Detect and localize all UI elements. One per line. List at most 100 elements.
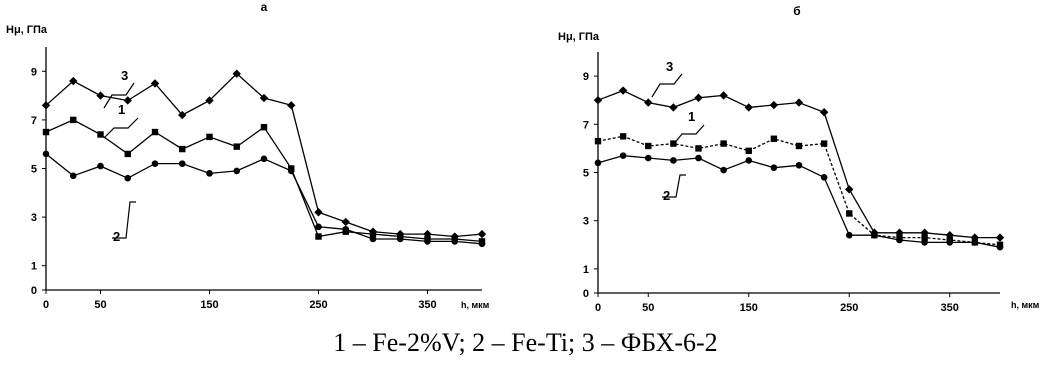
- data-point: [845, 231, 853, 239]
- data-point: [670, 140, 677, 147]
- y-tick-label: 5: [583, 168, 589, 180]
- curve-label: 2: [663, 188, 670, 203]
- data-point: [695, 154, 702, 162]
- y-tick-label: 3: [583, 216, 589, 228]
- x-tick-label: 50: [94, 299, 106, 311]
- data-point: [97, 162, 104, 170]
- data-point: [315, 233, 322, 240]
- curve-label: 3: [121, 68, 128, 83]
- curve-leader-line: [112, 201, 136, 239]
- series-3: [593, 86, 1005, 242]
- data-point: [946, 239, 954, 246]
- data-point: [820, 174, 828, 181]
- panel-title: а: [261, 0, 268, 14]
- data-point: [151, 160, 159, 167]
- data-point: [745, 147, 752, 155]
- data-point: [845, 185, 854, 194]
- data-point: [871, 231, 878, 239]
- data-point: [150, 79, 160, 88]
- curve-leader-line: [103, 117, 139, 139]
- data-point: [770, 164, 778, 171]
- data-point: [695, 145, 702, 152]
- data-point: [971, 239, 979, 246]
- panel-a: а Hμ, ГПа h, мкм 0 1 3 5 7 9 0 50 150 250 350 3 1 2: [6, 0, 490, 311]
- x-tick-label: 250: [840, 302, 858, 314]
- data-point: [69, 172, 77, 180]
- curve-leader-line: [103, 82, 135, 109]
- curve-label: 1: [118, 102, 125, 117]
- data-point: [233, 143, 240, 150]
- panel-b: б Hμ, ГПа h, мкм 0 1 3 5 7 9 0 50 150 250 350 3 1 2: [558, 4, 1040, 314]
- y-tick-label: 5: [31, 164, 37, 176]
- data-point: [314, 208, 323, 217]
- y-axis-label: Hμ, ГПа: [6, 24, 48, 36]
- data-point: [315, 223, 322, 231]
- data-point: [478, 240, 486, 248]
- x-axis-label: h, мкм: [461, 300, 490, 310]
- x-tick-label: 350: [418, 299, 436, 311]
- panel-title: б: [793, 4, 800, 18]
- data-point: [369, 235, 377, 243]
- data-point: [396, 235, 404, 243]
- curve-leader-line: [651, 73, 683, 98]
- data-point: [619, 133, 627, 140]
- data-point: [846, 210, 853, 217]
- x-tick-label: 0: [43, 299, 49, 311]
- data-point: [42, 128, 50, 136]
- data-point: [921, 234, 928, 241]
- data-point: [260, 155, 268, 163]
- y-axis-label: Hμ, ГПа: [558, 31, 600, 43]
- data-point: [369, 230, 377, 238]
- data-point: [644, 98, 653, 107]
- curve-leader-line: [672, 124, 705, 146]
- data-point: [995, 233, 1005, 242]
- series-2: [42, 150, 486, 248]
- y-tick-label: 1: [31, 261, 37, 273]
- data-point: [206, 133, 213, 141]
- series-line: [45, 119, 483, 243]
- data-point: [619, 152, 627, 159]
- data-point: [233, 167, 241, 175]
- curve-label: 3: [666, 59, 673, 74]
- data-point: [151, 128, 159, 136]
- data-point: [719, 91, 728, 100]
- y-tick-label: 1: [583, 264, 589, 276]
- data-point: [694, 93, 703, 102]
- data-point: [644, 154, 652, 162]
- series-1: [42, 116, 486, 245]
- data-point: [795, 161, 803, 169]
- data-point: [70, 116, 77, 124]
- series-line: [597, 154, 1001, 248]
- series-3: [41, 69, 487, 241]
- x-axis-label: h, мкм: [1011, 300, 1040, 310]
- data-point: [179, 145, 186, 153]
- data-point: [42, 150, 50, 158]
- x-tick-label: 250: [309, 299, 327, 311]
- data-point: [424, 238, 431, 245]
- data-point: [287, 101, 296, 110]
- data-point: [593, 96, 603, 105]
- data-point: [669, 103, 678, 112]
- data-point: [124, 174, 132, 182]
- data-point: [819, 108, 829, 117]
- data-point: [259, 93, 269, 103]
- series-line: [45, 153, 483, 245]
- data-point: [41, 101, 51, 110]
- data-point: [618, 86, 628, 95]
- series-2: [594, 152, 1004, 251]
- x-tick-label: 150: [740, 302, 758, 314]
- data-point: [232, 69, 241, 78]
- x-tick-label: 150: [200, 299, 218, 311]
- data-point: [770, 135, 778, 142]
- data-point: [794, 98, 804, 107]
- data-point: [769, 100, 779, 110]
- data-point: [744, 103, 753, 112]
- series-line: [597, 135, 1001, 246]
- data-point: [795, 142, 803, 150]
- x-tick-label: 0: [595, 302, 601, 314]
- data-point: [206, 170, 213, 177]
- data-point: [921, 239, 928, 246]
- y-tick-label: 0: [31, 285, 37, 297]
- data-point: [205, 96, 214, 105]
- y-tick-label: 7: [583, 119, 589, 131]
